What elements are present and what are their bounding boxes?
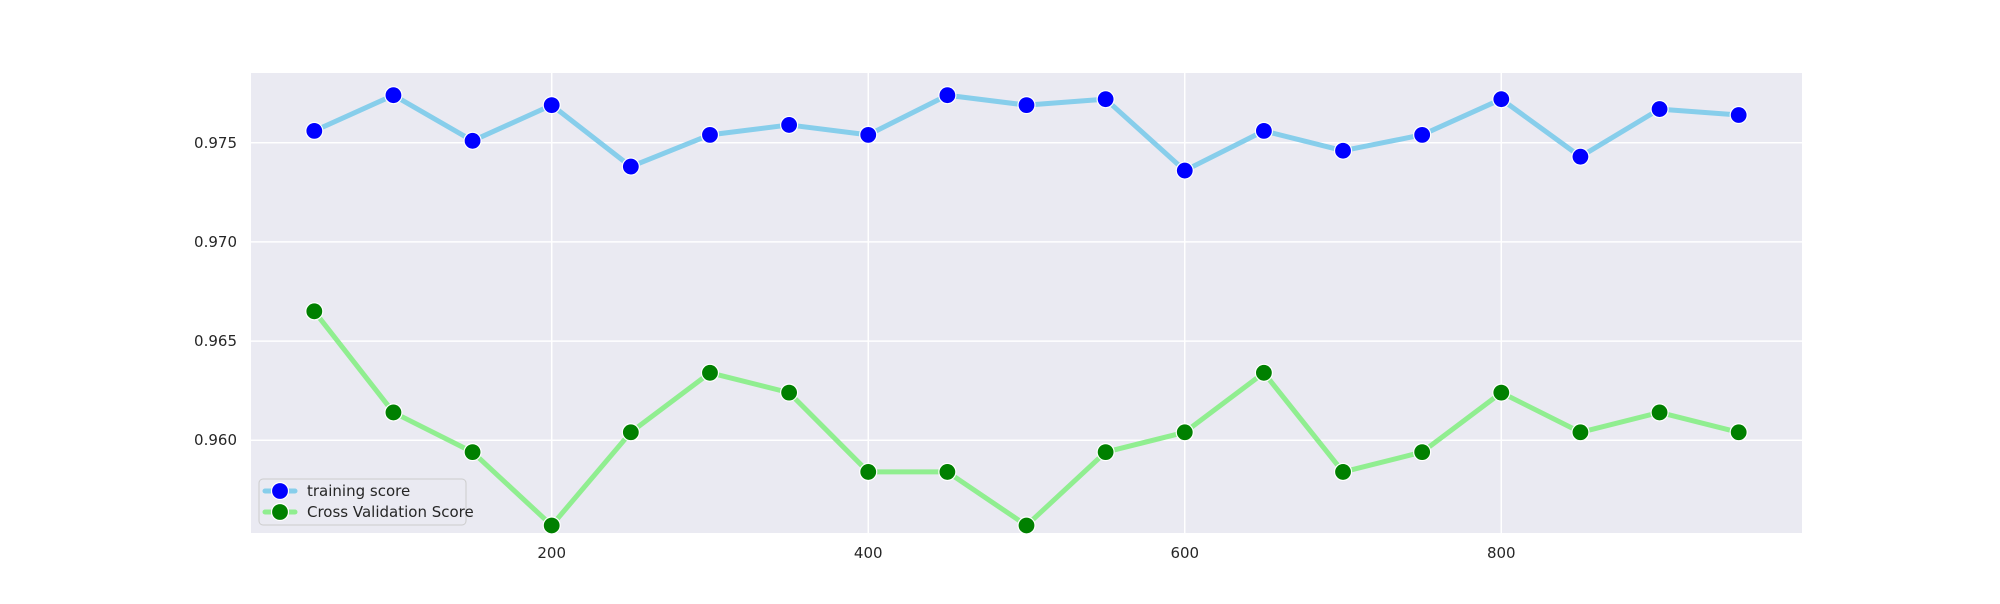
legend-marker-swatch: [270, 481, 290, 501]
y-tick-label: 0.960: [194, 431, 237, 449]
cross-validation-score-point: [1492, 383, 1511, 402]
cross-validation-score-point: [1175, 423, 1194, 442]
cross-validation-score-point: [542, 516, 561, 535]
cross-validation-score-point: [621, 423, 640, 442]
training-score-point: [621, 157, 640, 176]
plot-area: [251, 73, 1802, 533]
training-score-point: [1175, 161, 1194, 180]
legend-entry-training-score: training score: [262, 481, 410, 501]
training-score-point: [1413, 125, 1432, 144]
cross-validation-score-point: [1333, 462, 1353, 482]
x-tick-label: 200: [537, 544, 566, 562]
legend: training score Cross Validation Score: [258, 478, 474, 526]
legend-label: Cross Validation Score: [307, 503, 474, 521]
cross-validation-score-series: [305, 302, 1748, 535]
training-score-point: [1492, 90, 1511, 109]
training-score-point: [700, 125, 720, 144]
cross-validation-score-point: [700, 363, 720, 382]
cross-validation-score-point: [384, 403, 403, 422]
cross-validation-score-point: [1413, 443, 1432, 462]
cross-validation-score-point: [859, 462, 878, 482]
x-tick-label: 600: [1170, 544, 1199, 562]
cross-validation-score-point: [938, 462, 957, 482]
training-score-point: [859, 125, 878, 144]
x-tick-label: 800: [1487, 544, 1516, 562]
grid-lines: [251, 73, 1802, 533]
training-score-point: [305, 121, 324, 140]
cross-validation-score-point: [1729, 423, 1748, 442]
y-axis-ticks: 0.960 0.965 0.970 0.975: [194, 134, 237, 449]
cross-validation-score-point: [1254, 363, 1273, 382]
training-score-point: [463, 131, 482, 150]
x-tick-label: 400: [854, 544, 883, 562]
training-score-series: [305, 86, 1748, 180]
training-score-point: [1650, 99, 1669, 119]
y-tick-label: 0.970: [194, 233, 237, 251]
cross-validation-score-point: [1571, 423, 1590, 442]
cross-validation-score-point: [463, 443, 482, 462]
training-score-point: [1729, 105, 1748, 125]
training-score-point: [384, 86, 403, 105]
training-score-point: [938, 86, 957, 105]
y-tick-label: 0.965: [194, 332, 237, 350]
y-tick-label: 0.975: [194, 134, 237, 152]
legend-box: [258, 478, 467, 526]
training-score-point: [1333, 141, 1353, 160]
training-score-point: [542, 96, 561, 115]
cross-validation-score-point: [780, 383, 799, 402]
training-score-point: [1017, 96, 1036, 115]
training-score-point: [1571, 147, 1590, 166]
cross-validation-score-point: [1017, 516, 1036, 535]
training-score-point: [780, 115, 799, 135]
cross-validation-score-point: [1096, 443, 1115, 462]
legend-label: training score: [307, 482, 410, 500]
x-axis-ticks: 200 400 600 800: [537, 544, 1515, 562]
series-layer: [305, 86, 1748, 535]
legend-marker-swatch: [270, 502, 290, 522]
training-score-point: [1096, 90, 1115, 109]
cross-validation-score-point: [305, 302, 324, 321]
training-score-point: [1254, 121, 1273, 140]
cross-validation-score-point: [1650, 403, 1669, 422]
legend-entry-cross-validation-score: Cross Validation Score: [262, 502, 474, 522]
